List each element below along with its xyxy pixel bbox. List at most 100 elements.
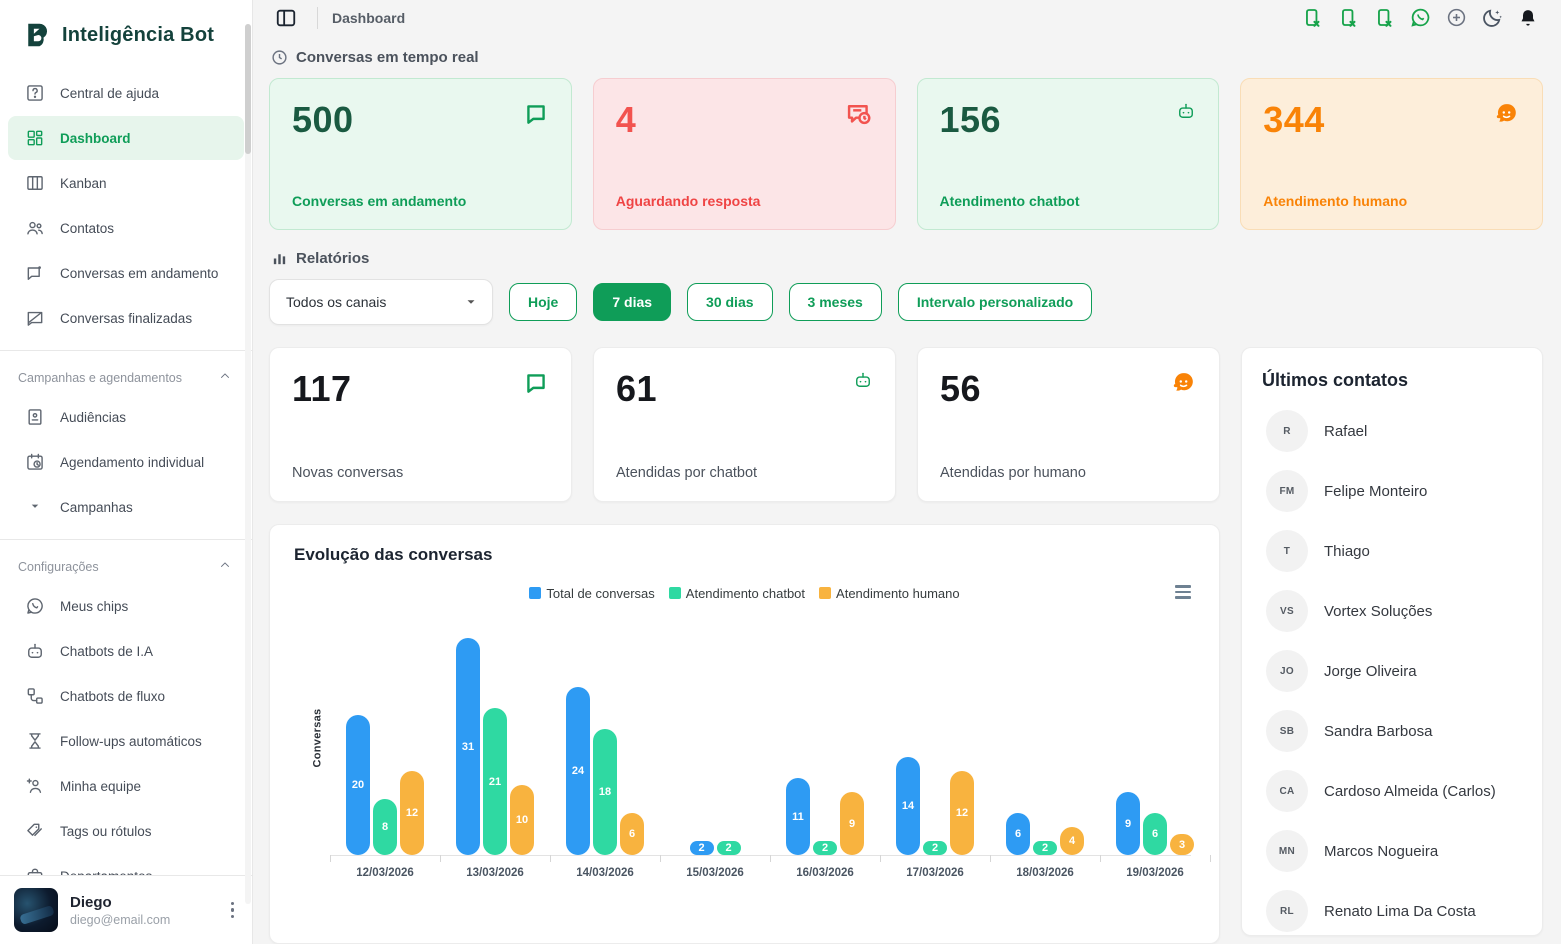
- chart-title: Evolução das conversas: [294, 545, 493, 564]
- stat-value: 4: [615, 99, 637, 140]
- breadcrumb: Dashboard: [332, 9, 406, 26]
- user-name: Diego: [70, 893, 112, 911]
- sidebar-item-contatos[interactable]: Contatos: [8, 206, 244, 250]
- sidebar-item-minha-equipe[interactable]: Minha equipe: [8, 764, 244, 808]
- agent-headset-icon: [1493, 101, 1520, 133]
- range-button-7-dias[interactable]: 7 dias: [593, 283, 672, 321]
- phone-disconnected-icon-3[interactable]: [1371, 5, 1397, 31]
- avatar: JO: [1266, 650, 1308, 692]
- sidebar-item-label: Chatbots de fluxo: [60, 688, 166, 704]
- sidebar-section-header[interactable]: Configurações: [0, 550, 252, 583]
- add-person-icon: [24, 775, 46, 797]
- user-menu-kebab-icon[interactable]: [227, 898, 239, 923]
- sidebar-item-departamentos[interactable]: Departamentos: [8, 854, 244, 875]
- bar-atendimento-chatbot: 2: [813, 841, 837, 855]
- x-axis-label: 18/03/2026: [1016, 867, 1074, 879]
- stat-card-atendidas-por-chatbot: 61 Atendidas por chatbot: [593, 347, 896, 502]
- phone-disconnected-icon-1[interactable]: [1299, 5, 1325, 31]
- range-button-intervalo-personalizado[interactable]: Intervalo personalizado: [897, 283, 1093, 321]
- x-axis-tick: [330, 855, 331, 862]
- sidebar-item-meus-chips[interactable]: Meus chips: [8, 584, 244, 628]
- x-axis-tick: [1210, 855, 1211, 862]
- sidebar-item-label: Kanban: [60, 175, 107, 191]
- sidebar-item-audi-ncias[interactable]: Audiências: [8, 395, 244, 439]
- legend-item[interactable]: Atendimento chatbot: [668, 586, 805, 601]
- x-axis-tick: [440, 855, 441, 862]
- avatar: T: [1266, 530, 1308, 572]
- bar-total-de-conversas: 11: [786, 778, 810, 855]
- topbar-separator: [317, 6, 318, 29]
- add-channel-icon[interactable]: [1443, 5, 1469, 31]
- contact-name: Cardoso Almeida (Carlos): [1324, 782, 1496, 800]
- bar-atendimento-humano: 6: [620, 813, 644, 855]
- channel-select[interactable]: Todos os canais: [269, 279, 493, 325]
- kanban-icon: [24, 172, 46, 194]
- legend-item[interactable]: Atendimento humano: [819, 586, 960, 601]
- clock-icon: [272, 50, 287, 65]
- bar-total-de-conversas: 9: [1116, 792, 1140, 855]
- contact-row-rafael[interactable]: R Rafael: [1262, 401, 1522, 461]
- sidebar-item-kanban[interactable]: Kanban: [8, 161, 244, 205]
- contact-row-jorge-oliveira[interactable]: JO Jorge Oliveira: [1262, 641, 1522, 701]
- sidebar-toggle-icon[interactable]: [269, 1, 303, 35]
- sidebar-divider: [0, 350, 252, 351]
- contact-row-marcos-nogueira[interactable]: MN Marcos Nogueira: [1262, 821, 1522, 881]
- chip-whatsapp-icon: [24, 595, 46, 617]
- contact-row-vortex-solu-es[interactable]: VS Vortex Soluções: [1262, 581, 1522, 641]
- sidebar-item-agendamento-individual[interactable]: Agendamento individual: [8, 440, 244, 484]
- sidebar-item-central-de-ajuda[interactable]: Central de ajuda: [8, 71, 244, 115]
- whatsapp-icon[interactable]: [1407, 5, 1433, 31]
- sidebar-item-chatbots-de-fluxo[interactable]: Chatbots de fluxo: [8, 674, 244, 718]
- dashboard-content: Conversas em tempo real 500 Conversas em…: [253, 35, 1561, 944]
- bar-atendimento-humano: 12: [400, 771, 424, 855]
- left-column: 117 Novas conversas 61 Atendidas por chat…: [269, 347, 1220, 944]
- sidebar-item-campanhas[interactable]: Campanhas: [8, 485, 244, 529]
- contact-row-sandra-barbosa[interactable]: SB Sandra Barbosa: [1262, 701, 1522, 761]
- sidebar: Inteligência Bot Central de ajuda Dashbo…: [0, 0, 253, 944]
- sidebar-item-dashboard[interactable]: Dashboard: [8, 116, 244, 160]
- contact-row-renato-lima-da-costa[interactable]: RL Renato Lima Da Costa: [1262, 881, 1522, 935]
- legend-item[interactable]: Total de conversas: [529, 586, 655, 601]
- stat-value: 344: [1263, 99, 1325, 140]
- contact-row-felipe-monteiro[interactable]: FM Felipe Monteiro: [1262, 461, 1522, 521]
- robot-icon: [1176, 101, 1196, 126]
- chevron-up-icon: [218, 369, 232, 386]
- range-button-hoje[interactable]: Hoje: [509, 283, 578, 321]
- chat-clock-icon: [845, 101, 873, 134]
- user-avatar[interactable]: [14, 888, 58, 932]
- help-icon: [24, 82, 46, 104]
- topbar: Dashboard: [253, 0, 1561, 35]
- chat-finished-icon: [24, 307, 46, 329]
- sidebar-section-header[interactable]: Campanhas e agendamentos: [0, 361, 252, 394]
- sidebar-item-chatbots-de-i-a[interactable]: Chatbots de I.A: [8, 629, 244, 673]
- sidebar-scrollbar[interactable]: [245, 24, 251, 904]
- stat-card-conversas-em-andamento: 500 Conversas em andamento: [269, 78, 572, 230]
- briefcase-icon: [24, 865, 46, 875]
- bar-atendimento-chatbot: 6: [1143, 813, 1167, 855]
- caret-down-icon: [24, 496, 46, 518]
- sidebar-item-follow-ups-autom-ticos[interactable]: Follow-ups automáticos: [8, 719, 244, 763]
- notifications-icon[interactable]: [1515, 5, 1541, 31]
- sidebar-item-conversas-em-andamento[interactable]: Conversas em andamento: [8, 251, 244, 295]
- range-button-3-meses[interactable]: 3 meses: [788, 283, 882, 321]
- sidebar-item-label: Meus chips: [60, 598, 129, 614]
- contact-name: Vortex Soluções: [1324, 602, 1433, 620]
- chart-menu-icon[interactable]: [1173, 583, 1193, 601]
- sidebar-item-tags-ou-r-tulos[interactable]: Tags ou rótulos: [8, 809, 244, 853]
- x-axis-tick: [770, 855, 771, 862]
- sidebar-item-conversas-finalizadas[interactable]: Conversas finalizadas: [8, 296, 244, 340]
- avatar: CA: [1266, 770, 1308, 812]
- chevron-down-icon: [467, 300, 475, 304]
- chat-ongoing-icon: [24, 262, 46, 284]
- phone-disconnected-icon-2[interactable]: [1335, 5, 1361, 31]
- dark-mode-icon[interactable]: [1479, 5, 1505, 31]
- range-button-30-dias[interactable]: 30 dias: [687, 283, 773, 321]
- contact-row-cardoso-almeida-carlos-[interactable]: CA Cardoso Almeida (Carlos): [1262, 761, 1522, 821]
- stat-card-novas-conversas: 117 Novas conversas: [269, 347, 572, 502]
- topbar-actions: [1299, 5, 1541, 31]
- contact-row-thiago[interactable]: T Thiago: [1262, 521, 1522, 581]
- dashboard-icon: [24, 127, 46, 149]
- contact-name: Rafael: [1324, 422, 1368, 440]
